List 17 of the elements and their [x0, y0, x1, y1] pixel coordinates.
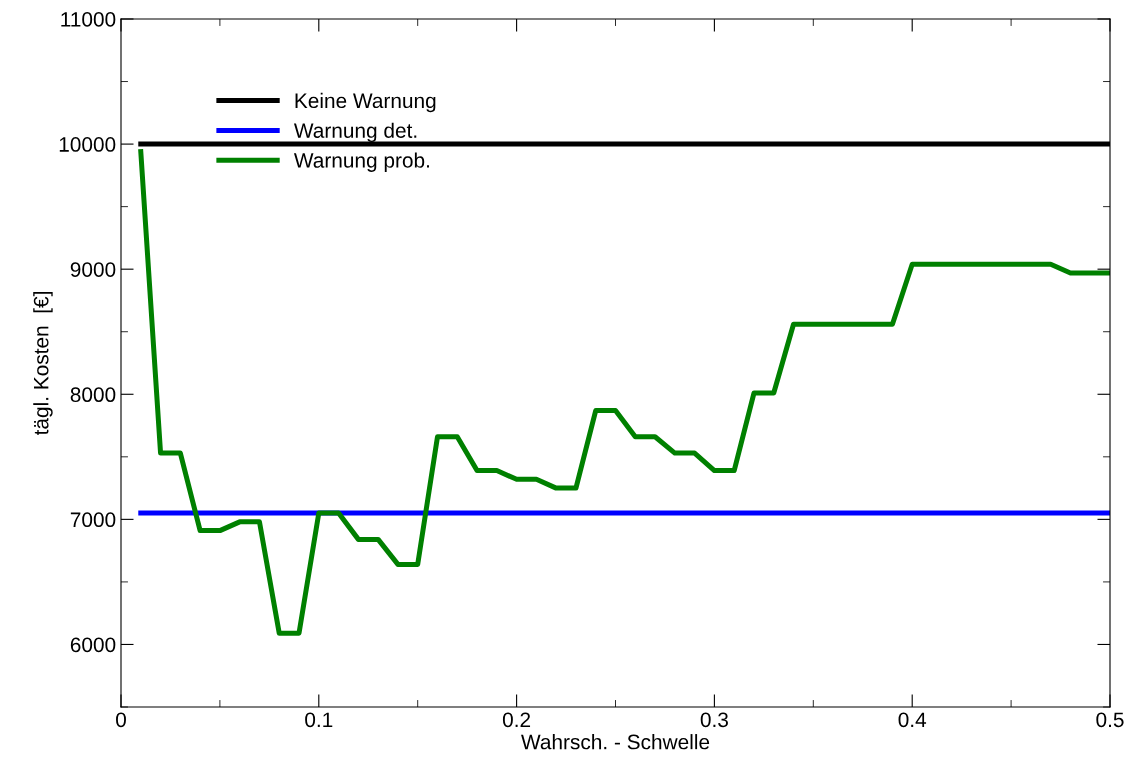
x-tick-label: 0	[116, 712, 126, 728]
x-tick-label: 0.4	[898, 712, 927, 728]
legend-label: Warnung det.	[293, 122, 417, 143]
legend-label: Keine Warnung	[295, 92, 436, 113]
y-tick-label: 8000	[70, 387, 116, 403]
y-tick-label: 11000	[61, 12, 116, 27]
y-tick-label: 6000	[70, 637, 116, 653]
x-tick-label: 0.5	[1096, 712, 1124, 728]
legend-label: Warnung prob.	[293, 152, 429, 172]
y-tick-label: 9000	[70, 262, 116, 277]
x-tick-label: 0.3	[700, 712, 728, 728]
y-tick-label: 7000	[70, 512, 116, 528]
x-axis-title: Wahrsch. - Schwelle	[521, 734, 710, 750]
y-axis-title: tägl. Kosten [€]	[33, 292, 53, 436]
x-tick-label: 0.1	[305, 712, 333, 728]
x-tick-label: 0.2	[502, 712, 531, 728]
y-tick-label: 10000	[59, 137, 116, 152]
